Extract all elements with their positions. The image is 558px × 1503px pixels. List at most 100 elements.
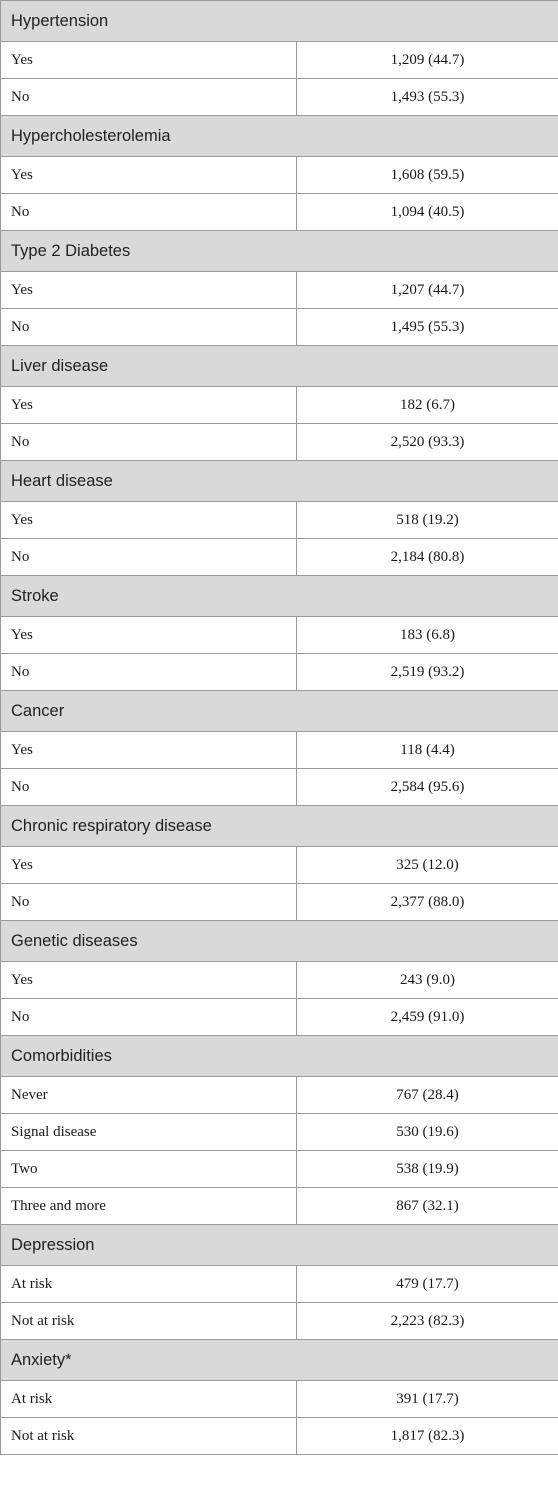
row-label: No [0, 998, 297, 1036]
row-label: No [0, 653, 297, 691]
row-label: No [0, 308, 297, 346]
section-title: Chronic respiratory disease [0, 805, 558, 847]
row-label: No [0, 768, 297, 806]
row-label: Three and more [0, 1187, 297, 1225]
table-row: Never 767 (28.4) [0, 1076, 558, 1114]
table-row: No 1,495 (55.3) [0, 308, 558, 346]
table-row: No 1,094 (40.5) [0, 193, 558, 231]
table-row: Yes 183 (6.8) [0, 616, 558, 654]
row-label: No [0, 193, 297, 231]
section-header-row: Hypertension [0, 0, 558, 42]
table-row: Signal disease 530 (19.6) [0, 1113, 558, 1151]
table-row: Not at risk 1,817 (82.3) [0, 1417, 558, 1455]
section-title: Liver disease [0, 345, 558, 387]
row-label: Not at risk [0, 1302, 297, 1340]
row-value: 325 (12.0) [295, 846, 558, 884]
row-value: 1,495 (55.3) [295, 308, 558, 346]
row-label: Yes [0, 961, 297, 999]
section-header-row: Depression [0, 1224, 558, 1266]
row-value: 2,584 (95.6) [295, 768, 558, 806]
section-title: Cancer [0, 690, 558, 732]
section-title: Hypercholesterolemia [0, 115, 558, 157]
row-value: 1,493 (55.3) [295, 78, 558, 116]
row-label: No [0, 883, 297, 921]
row-label: Two [0, 1150, 297, 1188]
row-value: 1,207 (44.7) [295, 271, 558, 309]
section-header-row: Heart disease [0, 460, 558, 502]
row-value: 391 (17.7) [295, 1380, 558, 1418]
row-value: 479 (17.7) [295, 1265, 558, 1303]
row-value: 183 (6.8) [295, 616, 558, 654]
row-value: 1,608 (59.5) [295, 156, 558, 194]
row-label: No [0, 78, 297, 116]
table-row: Yes 325 (12.0) [0, 846, 558, 884]
row-value: 767 (28.4) [295, 1076, 558, 1114]
table-row: No 2,520 (93.3) [0, 423, 558, 461]
section-title: Anxiety* [0, 1339, 558, 1381]
section-title: Depression [0, 1224, 558, 1266]
row-value: 2,459 (91.0) [295, 998, 558, 1036]
row-label: Yes [0, 501, 297, 539]
section-header-row: Hypercholesterolemia [0, 115, 558, 157]
table-row: No 2,377 (88.0) [0, 883, 558, 921]
row-label: Signal disease [0, 1113, 297, 1151]
table-row: Yes 1,209 (44.7) [0, 41, 558, 79]
row-label: No [0, 423, 297, 461]
section-title: Heart disease [0, 460, 558, 502]
table-row: Yes 243 (9.0) [0, 961, 558, 999]
table-row: Yes 1,207 (44.7) [0, 271, 558, 309]
row-value: 243 (9.0) [295, 961, 558, 999]
section-title: Type 2 Diabetes [0, 230, 558, 272]
row-value: 2,519 (93.2) [295, 653, 558, 691]
row-value: 867 (32.1) [295, 1187, 558, 1225]
row-value: 530 (19.6) [295, 1113, 558, 1151]
row-value: 2,184 (80.8) [295, 538, 558, 576]
row-value: 182 (6.7) [295, 386, 558, 424]
row-label: At risk [0, 1380, 297, 1418]
table-body: Hypertension Yes 1,209 (44.7) No 1,493 (55.3… [0, 0, 558, 1455]
table-row: Three and more 867 (32.1) [0, 1187, 558, 1225]
row-label: Not at risk [0, 1417, 297, 1455]
section-header-row: Stroke [0, 575, 558, 617]
row-label: No [0, 538, 297, 576]
section-header-row: Type 2 Diabetes [0, 230, 558, 272]
table-row: At risk 479 (17.7) [0, 1265, 558, 1303]
section-title: Comorbidities [0, 1035, 558, 1077]
row-label: At risk [0, 1265, 297, 1303]
table-row: Yes 1,608 (59.5) [0, 156, 558, 194]
section-header-row: Chronic respiratory disease [0, 805, 558, 847]
characteristics-table: Hypertension Yes 1,209 (44.7) No 1,493 (55.3… [0, 0, 558, 1455]
row-value: 1,094 (40.5) [295, 193, 558, 231]
row-value: 2,223 (82.3) [295, 1302, 558, 1340]
table-row: No 2,584 (95.6) [0, 768, 558, 806]
row-label: Yes [0, 386, 297, 424]
section-header-row: Comorbidities [0, 1035, 558, 1077]
table-row: No 1,493 (55.3) [0, 78, 558, 116]
table-row: No 2,184 (80.8) [0, 538, 558, 576]
row-value: 2,377 (88.0) [295, 883, 558, 921]
table-row: Not at risk 2,223 (82.3) [0, 1302, 558, 1340]
row-value: 518 (19.2) [295, 501, 558, 539]
section-title: Genetic diseases [0, 920, 558, 962]
row-label: Never [0, 1076, 297, 1114]
row-label: Yes [0, 41, 297, 79]
row-label: Yes [0, 846, 297, 884]
section-title: Stroke [0, 575, 558, 617]
section-header-row: Liver disease [0, 345, 558, 387]
table-row: Yes 182 (6.7) [0, 386, 558, 424]
table-row: No 2,519 (93.2) [0, 653, 558, 691]
table-row: No 2,459 (91.0) [0, 998, 558, 1036]
row-label: Yes [0, 616, 297, 654]
section-header-row: Genetic diseases [0, 920, 558, 962]
row-value: 118 (4.4) [295, 731, 558, 769]
table-row: Yes 118 (4.4) [0, 731, 558, 769]
row-value: 1,817 (82.3) [295, 1417, 558, 1455]
section-header-row: Cancer [0, 690, 558, 732]
row-label: Yes [0, 156, 297, 194]
section-header-row: Anxiety* [0, 1339, 558, 1381]
row-value: 1,209 (44.7) [295, 41, 558, 79]
table-row: Two 538 (19.9) [0, 1150, 558, 1188]
row-label: Yes [0, 271, 297, 309]
table-row: At risk 391 (17.7) [0, 1380, 558, 1418]
table-row: Yes 518 (19.2) [0, 501, 558, 539]
